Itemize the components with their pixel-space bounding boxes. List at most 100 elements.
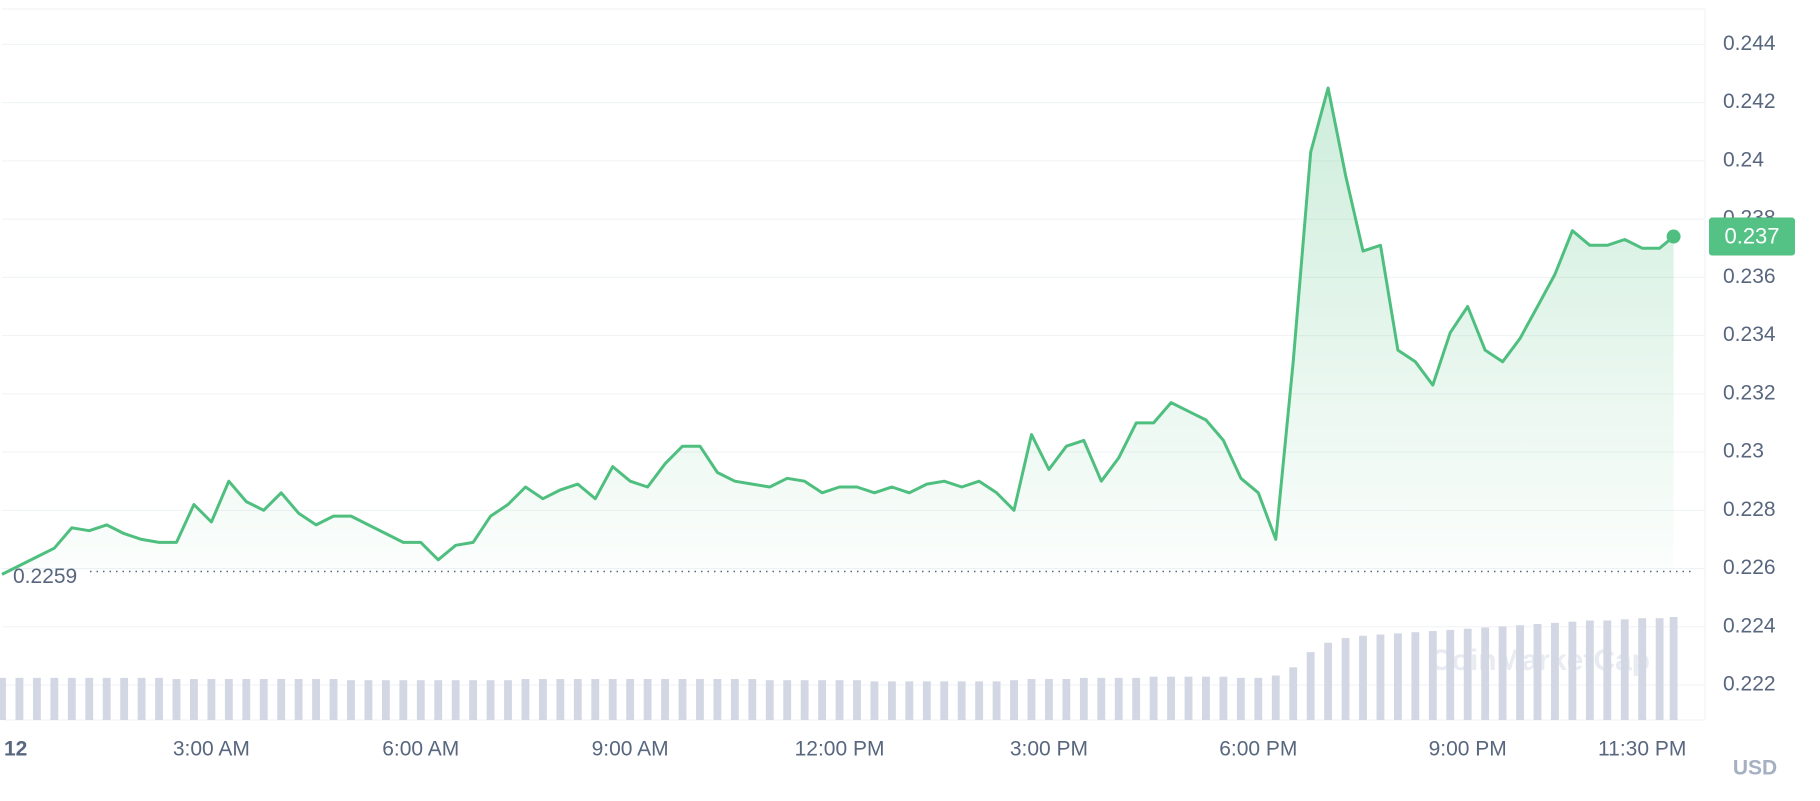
y-tick-label: 0.226: [1723, 556, 1776, 579]
volume-bar: [1097, 677, 1106, 720]
y-tick-label: 0.222: [1723, 673, 1776, 696]
volume-bar: [15, 677, 24, 720]
volume-bar: [1393, 633, 1402, 720]
x-tick-label: 12:00 PM: [795, 738, 885, 761]
volume-bar: [1603, 620, 1612, 720]
volume-bar: [765, 680, 774, 720]
volume-bar: [1324, 642, 1333, 720]
volume-bar: [1551, 622, 1559, 720]
volume-bar: [870, 681, 879, 720]
volume-bar: [608, 679, 617, 720]
x-tick-label: 11:30 PM: [1598, 738, 1686, 761]
volume-bar: [1341, 638, 1350, 720]
x-tick-label: 3:00 PM: [1010, 738, 1088, 761]
volume-bar: [835, 680, 844, 720]
volume-bar: [469, 680, 478, 720]
volume-bar: [102, 677, 111, 720]
volume-bar: [1079, 677, 1088, 720]
volume-bar: [1516, 625, 1524, 720]
volume-bar: [277, 679, 286, 720]
volume-bar: [1669, 617, 1678, 720]
volume-bar: [1481, 627, 1490, 720]
volume-bar: [591, 679, 600, 720]
x-tick-label: 12: [4, 738, 27, 761]
y-tick-label: 0.234: [1723, 323, 1776, 346]
volume-bar: [626, 679, 635, 720]
volume-bar: [399, 680, 408, 720]
volume-bar: [1585, 620, 1594, 720]
volume-bar: [1202, 676, 1210, 720]
volume-bar: [783, 680, 792, 720]
volume-bar: [347, 680, 355, 720]
volume-bar: [992, 681, 1001, 720]
volume-bar: [312, 679, 321, 720]
y-tick-label: 0.24: [1723, 148, 1764, 171]
volume-bar: [242, 679, 251, 720]
volume-bar: [1289, 667, 1298, 720]
volume-bar: [1149, 676, 1158, 720]
volume-bar: [1376, 634, 1385, 720]
y-tick-label: 0.232: [1723, 381, 1776, 404]
y-tick-label: 0.224: [1723, 614, 1776, 637]
volume-bar: [85, 677, 94, 720]
volume-bar: [1271, 675, 1280, 720]
volume-bar: [1062, 679, 1071, 720]
volume-bar: [1428, 631, 1437, 720]
volume-bar: [1254, 677, 1263, 720]
y-tick-label: 0.23: [1723, 440, 1764, 463]
current-price-label: 0.237: [1724, 223, 1779, 248]
volume-bar: [1533, 624, 1542, 720]
y-tick-label: 0.242: [1723, 90, 1776, 113]
volume-bar: [329, 679, 338, 720]
price-line: [1, 86, 1675, 576]
volume-bar: [643, 679, 652, 720]
volume-bar: [224, 679, 233, 720]
volume-bar: [155, 677, 163, 720]
volume-bar: [32, 677, 41, 720]
y-tick-label: 0.244: [1723, 32, 1776, 55]
volume-bar: [294, 679, 303, 720]
volume-bar: [1114, 677, 1123, 720]
volume-bar: [1568, 621, 1577, 720]
volume-bar: [259, 679, 268, 720]
volume-bar: [940, 681, 949, 720]
volume-bar: [1306, 652, 1315, 720]
volume-bar: [416, 680, 425, 720]
volume-bar: [364, 680, 373, 720]
volume-bar: [50, 677, 59, 720]
volume-bar: [922, 681, 931, 720]
volume-bar: [957, 681, 966, 720]
x-tick-label: 9:00 AM: [592, 738, 669, 761]
x-tick-label: 6:00 AM: [382, 738, 459, 761]
volume-bar: [1167, 676, 1175, 720]
unit-label: USD: [1733, 757, 1777, 780]
x-tick-label: 3:00 AM: [173, 738, 250, 761]
y-tick-label: 0.228: [1723, 498, 1776, 521]
volume-bar: [1010, 680, 1018, 720]
last-point: [1666, 229, 1681, 244]
volume-bar: [556, 679, 565, 720]
volume-bar: [451, 680, 460, 720]
volume-bar: [887, 681, 896, 720]
volume-bar: [1411, 632, 1420, 720]
volume-bar: [137, 677, 146, 720]
volume-bar: [504, 680, 512, 720]
volume-bar: [1359, 635, 1367, 720]
volume-bar: [1236, 677, 1245, 720]
volume-bar: [1463, 628, 1472, 720]
volume-bar: [1446, 629, 1455, 720]
volume-bar: [853, 680, 861, 720]
volume-bar: [1184, 676, 1193, 720]
volume-bar: [1027, 679, 1036, 720]
volume-bar: [190, 679, 198, 720]
x-tick-label: 9:00 PM: [1429, 738, 1507, 761]
volume-bar: [67, 677, 76, 720]
volume-bar: [1638, 618, 1647, 720]
price-area: [2, 88, 1674, 575]
volume-bar: [678, 679, 687, 720]
volume-bar: [538, 679, 547, 720]
volume-bar: [1498, 626, 1507, 720]
volume-bar: [120, 677, 129, 720]
